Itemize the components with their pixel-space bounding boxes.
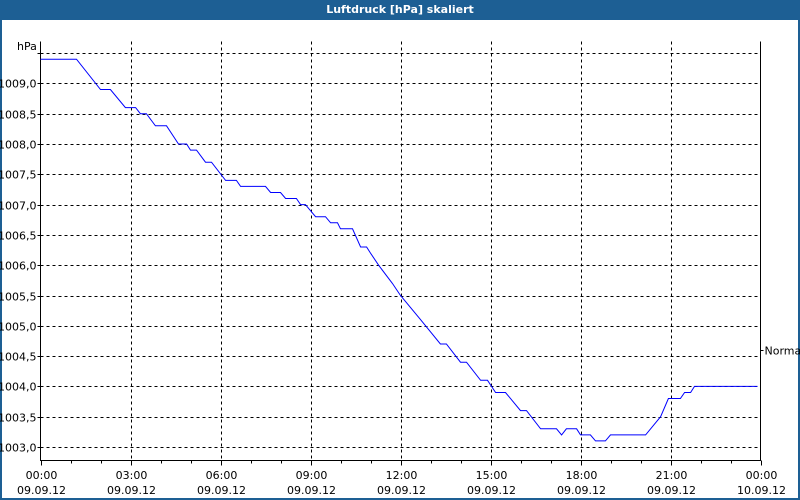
y-tick-label: 1004,5 [0,351,37,364]
x-tick-time: 03:00 [116,469,148,482]
y-tick-label: 1008,0 [0,139,37,152]
x-tick-time: 21:00 [656,469,688,482]
x-tick-date: 09.09.12 [197,484,246,497]
y-tick-label: 1004,0 [0,381,37,394]
pressure-series-line [40,58,758,442]
x-tick-date: 09.09.12 [17,484,66,497]
x-tick-time: 18:00 [566,469,598,482]
x-tick-time: 12:00 [386,469,418,482]
x-tick-date: 09.09.12 [467,484,516,497]
y-tick-label: 1009,0 [0,78,37,91]
x-tick-date: 09.09.12 [287,484,336,497]
y-tick-label: 1005,5 [0,291,37,304]
x-tick-date: 09.09.12 [107,484,156,497]
x-tick-date: 10.09.12 [737,484,786,497]
y-tick-label: 1003,0 [0,442,37,455]
y-tick-label: 1003,5 [0,412,37,425]
plot-frame [40,41,761,461]
y-tick-label: 1007,0 [0,200,37,213]
x-tick-time: 00:00 [746,469,778,482]
x-tick-time: 00:00 [26,469,58,482]
y-tick-label: 1006,5 [0,230,37,243]
x-tick-time: 06:00 [206,469,238,482]
y-tick-label: 1008,5 [0,109,37,122]
y-axis-label: hPa [17,40,37,53]
window-title: Luftdruck [hPa] skaliert [326,3,474,16]
x-tick-date: 09.09.12 [647,484,696,497]
chart-panel [2,20,798,498]
x-tick-time: 09:00 [296,469,328,482]
y-tick-label: 1007,5 [0,169,37,182]
normal-label: Normal [765,345,800,358]
x-tick-time: 15:00 [476,469,508,482]
y-tick-label: 1005,0 [0,321,37,334]
x-tick-date: 09.09.12 [557,484,606,497]
y-tick-label: 1006,0 [0,260,37,273]
x-tick-date: 09.09.12 [377,484,426,497]
